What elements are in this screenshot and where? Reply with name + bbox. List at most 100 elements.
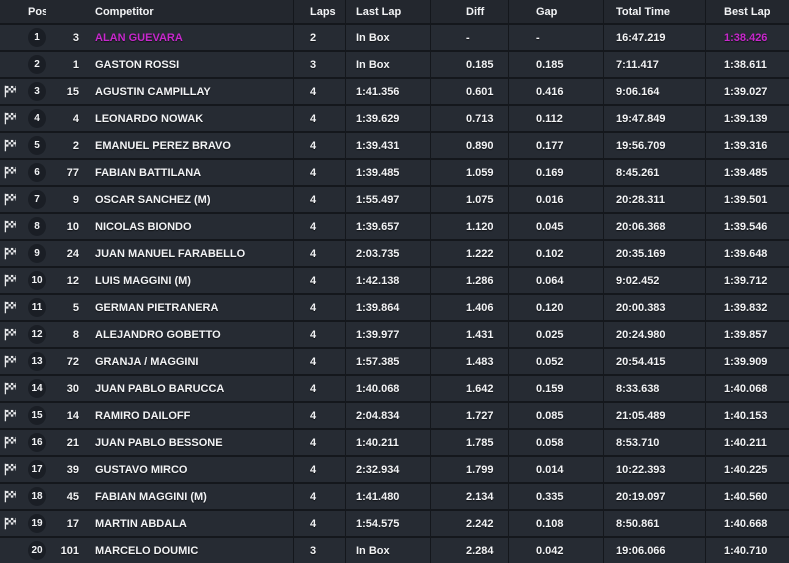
gap-value: 0.177 bbox=[508, 133, 603, 158]
header-laps: Laps bbox=[293, 0, 345, 23]
table-row[interactable]: 9 24 JUAN MANUEL FARABELLO 4 2:03.735 1.… bbox=[0, 239, 789, 266]
best-lap-value: 1:39.832 bbox=[705, 295, 789, 320]
header-best-lap: Best Lap bbox=[705, 0, 789, 23]
diff-value: 1.642 bbox=[430, 376, 508, 401]
gap-value: 0.169 bbox=[508, 160, 603, 185]
position-badge: 5 bbox=[28, 136, 46, 155]
last-lap-value: 1:57.385 bbox=[345, 349, 430, 374]
table-row[interactable]: 12 8 ALEJANDRO GOBETTO 4 1:39.977 1.431 … bbox=[0, 320, 789, 347]
best-lap-value: 1:40.668 bbox=[705, 511, 789, 536]
laps-value: 4 bbox=[293, 349, 345, 374]
position-badge: 10 bbox=[28, 271, 46, 290]
checkered-flag-icon bbox=[4, 193, 16, 206]
total-time-value: 9:06.164 bbox=[603, 79, 705, 104]
last-lap-value: 2:03.735 bbox=[345, 241, 430, 266]
gap-value: 0.108 bbox=[508, 511, 603, 536]
gap-value: 0.025 bbox=[508, 322, 603, 347]
total-time-value: 20:00.383 bbox=[603, 295, 705, 320]
diff-value: 1.727 bbox=[430, 403, 508, 428]
laps-value: 4 bbox=[293, 160, 345, 185]
table-row[interactable]: 17 39 GUSTAVO MIRCO 4 2:32.934 1.799 0.0… bbox=[0, 455, 789, 482]
flag-cell bbox=[0, 160, 22, 185]
table-row[interactable]: 8 10 NICOLAS BIONDO 4 1:39.657 1.120 0.0… bbox=[0, 212, 789, 239]
table-row[interactable]: 7 9 OSCAR SANCHEZ (M) 4 1:55.497 1.075 0… bbox=[0, 185, 789, 212]
header-num-spacer bbox=[46, 0, 82, 23]
last-lap-value: 1:39.629 bbox=[345, 106, 430, 131]
diff-value: 2.134 bbox=[430, 484, 508, 509]
table-row[interactable]: 20 101 MARCELO DOUMIC 3 In Box 2.284 0.0… bbox=[0, 536, 789, 563]
laps-value: 4 bbox=[293, 376, 345, 401]
laps-value: 4 bbox=[293, 457, 345, 482]
table-row[interactable]: 11 5 GERMAN PIETRANERA 4 1:39.864 1.406 … bbox=[0, 293, 789, 320]
flag-cell bbox=[0, 214, 22, 239]
gap-value: 0.416 bbox=[508, 79, 603, 104]
checkered-flag-icon bbox=[4, 517, 16, 530]
flag-cell bbox=[0, 403, 22, 428]
car-number: 3 bbox=[72, 31, 79, 44]
best-lap-value: 1:39.546 bbox=[705, 214, 789, 239]
total-time-value: 19:06.066 bbox=[603, 538, 705, 563]
competitor-name: EMANUEL PEREZ BRAVO bbox=[95, 139, 231, 152]
flag-cell bbox=[0, 79, 22, 104]
table-row[interactable]: 15 14 RAMIRO DAILOFF 4 2:04.834 1.727 0.… bbox=[0, 401, 789, 428]
diff-value: 1.075 bbox=[430, 187, 508, 212]
last-lap-value: 1:39.485 bbox=[345, 160, 430, 185]
competitor-name: GASTON ROSSI bbox=[95, 58, 180, 71]
checkered-flag-icon bbox=[4, 355, 16, 368]
table-row[interactable]: 14 30 JUAN PABLO BARUCCA 4 1:40.068 1.64… bbox=[0, 374, 789, 401]
best-lap-value: 1:40.225 bbox=[705, 457, 789, 482]
last-lap-value: 1:40.211 bbox=[345, 430, 430, 455]
gap-value: 0.112 bbox=[508, 106, 603, 131]
position-badge: 12 bbox=[28, 325, 46, 344]
checkered-flag-icon bbox=[4, 220, 16, 233]
flag-cell bbox=[0, 106, 22, 131]
competitor-name: LEONARDO NOWAK bbox=[95, 112, 204, 125]
competitor-name: RAMIRO DAILOFF bbox=[95, 409, 191, 422]
last-lap-value: 1:39.657 bbox=[345, 214, 430, 239]
table-row[interactable]: 2 1 GASTON ROSSI 3 In Box 0.185 0.185 7:… bbox=[0, 50, 789, 77]
position-cell: 8 bbox=[22, 214, 46, 239]
table-row[interactable]: 19 17 MARTIN ABDALA 4 1:54.575 2.242 0.1… bbox=[0, 509, 789, 536]
total-time-value: 9:02.452 bbox=[603, 268, 705, 293]
competitor-name: ALAN GUEVARA bbox=[95, 31, 183, 44]
table-row[interactable]: 16 21 JUAN PABLO BESSONE 4 1:40.211 1.78… bbox=[0, 428, 789, 455]
best-lap-value: 1:39.139 bbox=[705, 106, 789, 131]
flag-cell bbox=[0, 322, 22, 347]
gap-value: 0.335 bbox=[508, 484, 603, 509]
header-total-time: Total Time bbox=[603, 0, 705, 23]
header-flag-spacer bbox=[0, 0, 22, 23]
car-number: 10 bbox=[66, 220, 79, 233]
last-lap-value: 1:42.138 bbox=[345, 268, 430, 293]
position-badge: 18 bbox=[28, 487, 46, 506]
table-row[interactable]: 10 12 LUIS MAGGINI (M) 4 1:42.138 1.286 … bbox=[0, 266, 789, 293]
last-lap-value: 1:54.575 bbox=[345, 511, 430, 536]
position-cell: 11 bbox=[22, 295, 46, 320]
table-row[interactable]: 18 45 FABIAN MAGGINI (M) 4 1:41.480 2.13… bbox=[0, 482, 789, 509]
laps-value: 2 bbox=[293, 25, 345, 50]
gap-value: 0.120 bbox=[508, 295, 603, 320]
table-row[interactable]: 4 4 LEONARDO NOWAK 4 1:39.629 0.713 0.11… bbox=[0, 104, 789, 131]
checkered-flag-icon bbox=[4, 436, 16, 449]
car-number: 30 bbox=[66, 382, 79, 395]
position-badge: 6 bbox=[28, 163, 46, 182]
car-number: 15 bbox=[66, 85, 79, 98]
competitor-name: GERMAN PIETRANERA bbox=[95, 301, 219, 314]
car-number: 72 bbox=[66, 355, 79, 368]
competitor-name: FABIAN MAGGINI (M) bbox=[95, 490, 207, 503]
table-row[interactable]: 13 72 GRANJA / MAGGINI 4 1:57.385 1.483 … bbox=[0, 347, 789, 374]
position-badge: 11 bbox=[28, 298, 46, 317]
position-badge: 19 bbox=[28, 514, 46, 533]
table-row[interactable]: 1 3 ALAN GUEVARA 2 In Box - - 16:47.219 … bbox=[0, 23, 789, 50]
last-lap-value: 1:55.497 bbox=[345, 187, 430, 212]
table-row[interactable]: 6 77 FABIAN BATTILANA 4 1:39.485 1.059 0… bbox=[0, 158, 789, 185]
laps-value: 4 bbox=[293, 241, 345, 266]
header-last-lap: Last Lap bbox=[345, 0, 430, 23]
gap-value: 0.058 bbox=[508, 430, 603, 455]
table-row[interactable]: 5 2 EMANUEL PEREZ BRAVO 4 1:39.431 0.890… bbox=[0, 131, 789, 158]
flag-cell bbox=[0, 511, 22, 536]
gap-value: 0.052 bbox=[508, 349, 603, 374]
table-row[interactable]: 3 15 AGUSTIN CAMPILLAY 4 1:41.356 0.601 … bbox=[0, 77, 789, 104]
competitor-name: GUSTAVO MIRCO bbox=[95, 463, 188, 476]
flag-cell bbox=[0, 430, 22, 455]
last-lap-value: 1:40.068 bbox=[345, 376, 430, 401]
